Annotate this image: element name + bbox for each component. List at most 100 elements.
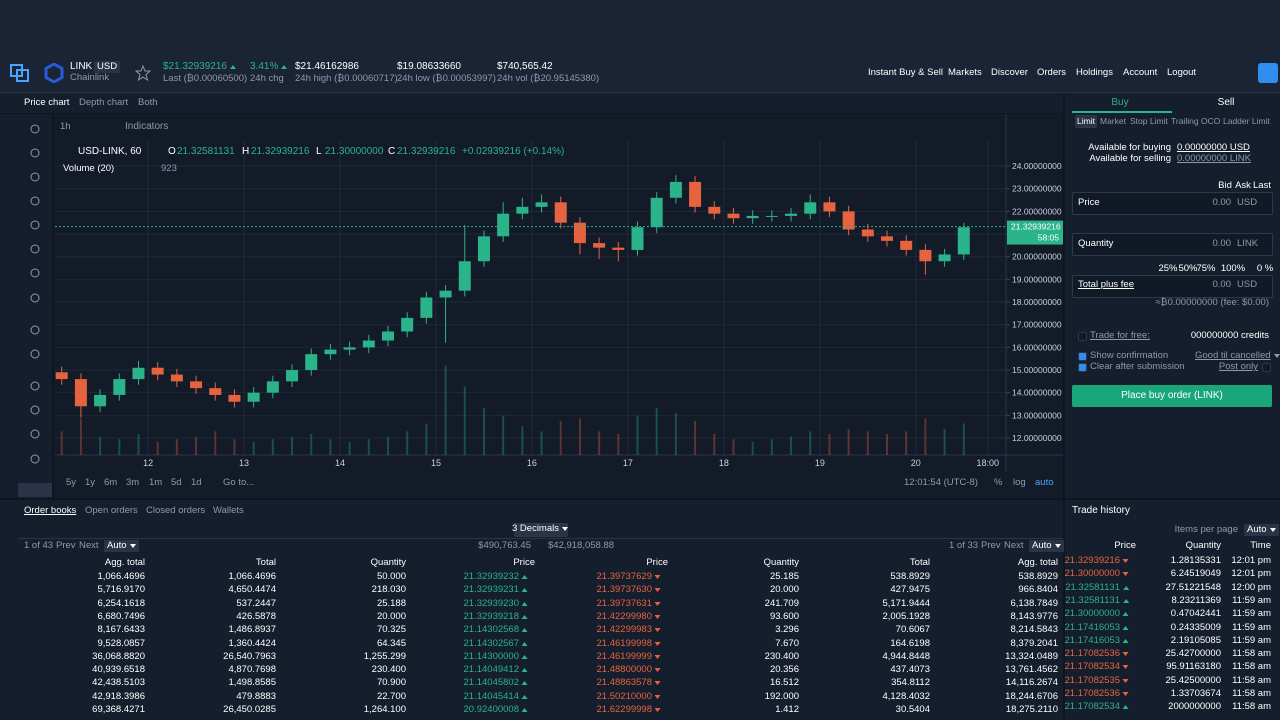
range-button[interactable]: 5d [171,477,182,488]
range-button[interactable]: 1y [85,477,96,488]
percent-button[interactable]: 0 % [1256,263,1274,274]
indicators[interactable]: Indicators [125,121,169,132]
order-type[interactable]: Stop Limit [1130,116,1168,126]
ask-cell: 21.48863578 [597,677,661,689]
range-button[interactable]: 1m [149,477,163,488]
percent-button[interactable]: 100% [1220,263,1246,274]
interval[interactable]: 1h [60,121,71,132]
total-input[interactable] [1072,275,1273,298]
pager[interactable]: Prev [981,540,1001,551]
chart-tab[interactable]: Both [138,97,158,108]
candle-body [113,379,126,395]
favorite-star[interactable] [135,65,151,81]
volume-bar [271,439,274,455]
collapse-button[interactable] [18,483,52,497]
auto-toggle[interactable]: auto [1035,477,1054,488]
order-type[interactable]: OCO [1201,116,1221,126]
range-button[interactable]: 6m [104,477,118,488]
range-button[interactable]: 3m [126,477,140,488]
percent-button[interactable]: 50% [1178,263,1198,274]
volume-bar [732,439,735,455]
percent-button[interactable]: 75% [1196,263,1216,274]
bid-cell: 8,167.6433 [97,624,145,636]
y-tick-label: 17.00000000 [1012,320,1062,330]
credits: 000000000 credits [1190,330,1269,341]
ask-cell: 21.39737630 [597,584,661,596]
nav-link[interactable]: Holdings [1076,67,1113,78]
book-tab[interactable]: Closed orders [146,505,206,516]
price-ref[interactable]: Last [1253,180,1271,191]
bid-cell: 230.400 [371,664,406,676]
side-total: $42,918,058.88 [548,540,615,551]
tool-icon [30,325,40,335]
quantity-input[interactable] [1072,233,1273,256]
range-button[interactable]: 1d [191,477,202,488]
order-type[interactable]: Market [1100,116,1126,126]
bid-cell: 1,498.8585 [228,677,276,689]
trade-time: 12:00 pm [1231,581,1271,593]
stat-label: Last (₿0.00060500) [163,73,248,84]
sell-tab[interactable]: Sell [1217,97,1235,108]
price-input[interactable] [1072,192,1273,215]
book-tab[interactable]: Wallets [213,505,244,516]
chart-tab[interactable]: Depth chart [79,97,129,108]
pager-auto[interactable]: Auto [104,540,139,552]
time-in-force[interactable]: Good til cancelled [1195,350,1280,362]
candle-body [708,206,721,214]
decimals[interactable]: 3 Decimals [512,523,568,535]
price-ref[interactable]: Ask [1235,180,1251,191]
nav-link[interactable]: Instant Buy & Sell [868,67,943,78]
trade-free-checkbox[interactable] [1078,332,1087,341]
items-select[interactable]: Auto [1244,524,1279,536]
pager[interactable]: Prev [56,540,76,551]
pager[interactable]: Next [1004,540,1024,551]
chart-tab[interactable]: Price chart [24,97,70,108]
stat-label: 24h vol (₿20.95145380) [497,73,600,84]
order-type[interactable]: Ladder Limit [1223,116,1270,126]
nav-link[interactable]: Logout [1167,67,1197,78]
nav-link[interactable]: Orders [1037,67,1067,78]
goto[interactable]: Go to... [223,477,255,488]
volume-bar [502,415,505,455]
clear-checkbox[interactable] [1078,363,1087,372]
place-order-button[interactable] [1072,385,1272,407]
book-tab[interactable]: Order books [24,505,77,516]
volume-bar [233,439,236,455]
trade-time: 11:58 am [1232,648,1271,660]
ask-cell: 13,324.0489 [1005,650,1058,662]
post-only-checkbox[interactable] [1262,363,1271,372]
settings-button[interactable] [1258,63,1278,83]
bid-cell: 21.14045802 [464,677,528,689]
candle-body [554,202,567,223]
range-button[interactable]: 5y [66,477,77,488]
ask-cell: 21.42299983 [597,624,661,636]
book-tab[interactable]: Open orders [85,505,138,516]
ask-cell: 21.50210000 [597,691,661,703]
price-ref[interactable]: Bid [1218,180,1232,191]
pager[interactable]: Next [79,540,99,551]
log-toggle[interactable]: log [1013,477,1026,488]
candle-body [919,249,932,262]
submit-label[interactable]: Place buy order (LINK) [1121,390,1223,401]
trade-price: 21.17082535 [1065,675,1129,687]
tool-icon [30,349,40,359]
bid-cell: 426.5878 [236,610,276,622]
pager-auto[interactable]: Auto [1029,540,1064,552]
nav-link[interactable]: Account [1123,67,1158,78]
nav-link[interactable]: Discover [991,67,1028,78]
order-type[interactable]: Trailing [1171,116,1199,126]
candle-body [881,236,894,241]
percent-toggle[interactable]: % [994,477,1003,488]
balance: 0.00000000 LINK [1177,153,1251,164]
order-type[interactable]: Limit [1077,116,1095,126]
trade-quantity: 1.33703674 [1170,688,1221,699]
buy-tab[interactable]: Buy [1111,97,1129,108]
ask-cell: 437.4073 [890,664,930,676]
legend-value: 21.32581131 [177,146,235,157]
nav-link[interactable]: Markets [948,67,982,78]
percent-button[interactable]: 25% [1158,263,1178,274]
input-unit: LINK [1237,238,1259,249]
bid-cell: 70.900 [376,677,406,689]
confirmation-checkbox[interactable] [1078,352,1087,361]
